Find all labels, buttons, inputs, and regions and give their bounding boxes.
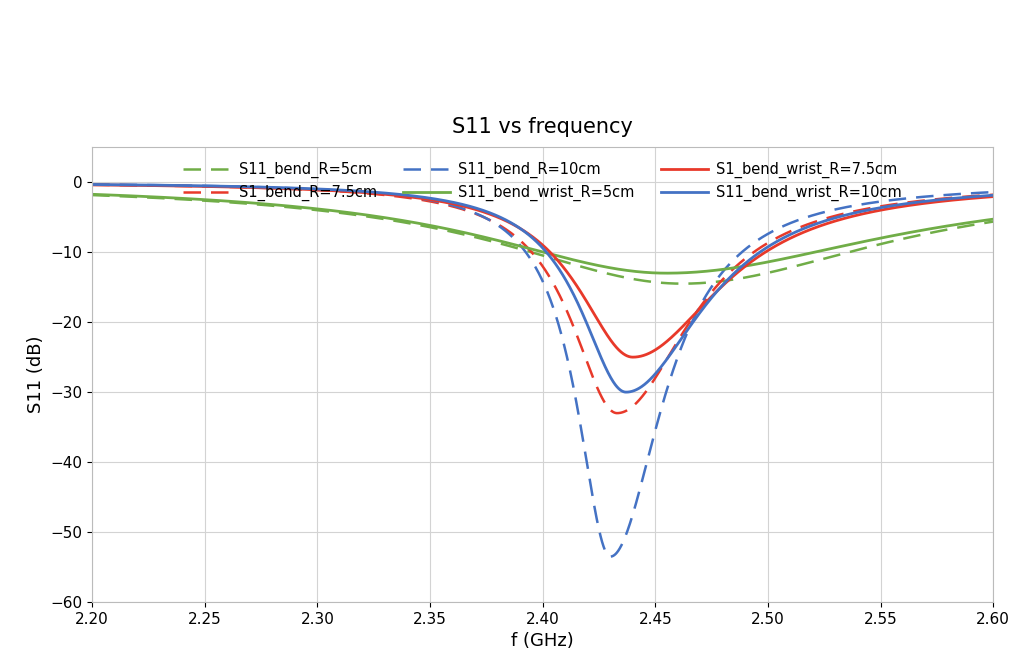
Title: S11 vs frequency: S11 vs frequency [453, 117, 633, 137]
Y-axis label: S11 (dB): S11 (dB) [27, 336, 45, 413]
Legend: S11_bend_R=5cm, S1_bend_R=7.5cm, S11_bend_R=10cm, S11_bend_wrist_R=5cm, S1_bend_: S11_bend_R=5cm, S1_bend_R=7.5cm, S11_ben… [176, 155, 909, 209]
X-axis label: f (GHz): f (GHz) [511, 632, 574, 650]
